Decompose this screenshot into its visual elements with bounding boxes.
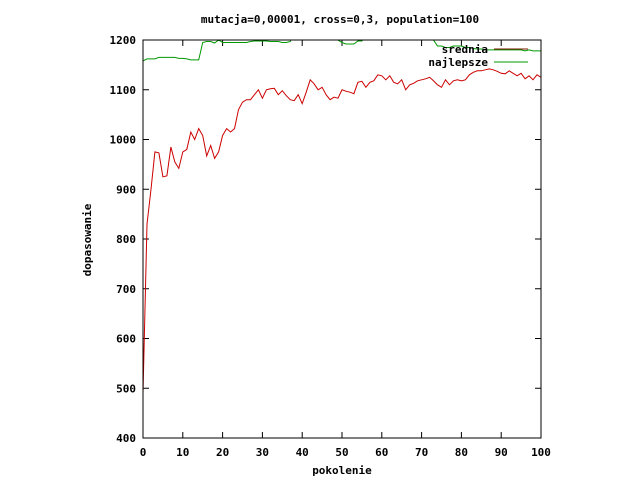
y-tick-label: 400 xyxy=(116,432,136,445)
y-axis-ticks: 400 500 600 700 800 900 1000 1100 1200 xyxy=(110,34,541,445)
x-tick-label: 10 xyxy=(176,446,189,459)
x-tick-label: 60 xyxy=(375,446,388,459)
plot-frame xyxy=(142,39,542,439)
x-tick-label: 70 xyxy=(415,446,428,459)
y-tick-label: 900 xyxy=(116,183,136,196)
y-tick-label: 600 xyxy=(116,333,136,346)
y-axis-label: dopasowanie xyxy=(81,203,94,276)
y-tick-label: 1000 xyxy=(110,134,137,147)
y-tick-label: 700 xyxy=(116,283,136,296)
x-tick-label: 50 xyxy=(335,446,348,459)
series-layer xyxy=(143,40,541,394)
series-line-najlepsze xyxy=(143,40,541,62)
x-tick-label: 0 xyxy=(140,446,147,459)
y-tick-label: 1200 xyxy=(110,34,137,47)
y-tick-label: 500 xyxy=(116,382,136,395)
x-tick-label: 20 xyxy=(216,446,229,459)
x-axis-label: pokolenie xyxy=(312,464,372,477)
x-tick-label: 40 xyxy=(296,446,309,459)
x-tick-label: 80 xyxy=(455,446,468,459)
x-tick-label: 30 xyxy=(256,446,269,459)
x-tick-label: 100 xyxy=(531,446,551,459)
x-axis-ticks: 0 10 20 30 40 50 60 70 80 90 100 xyxy=(140,40,551,459)
y-tick-label: 1100 xyxy=(110,84,137,97)
series-line-srednia xyxy=(143,68,541,394)
legend-label-srednia: srednia xyxy=(442,43,488,56)
chart-title: mutacja=0,00001, cross=0,3, population=1… xyxy=(201,13,479,26)
x-tick-label: 90 xyxy=(495,446,508,459)
legend-label-najlepsze: najlepsze xyxy=(428,56,488,69)
y-tick-label: 800 xyxy=(116,233,136,246)
